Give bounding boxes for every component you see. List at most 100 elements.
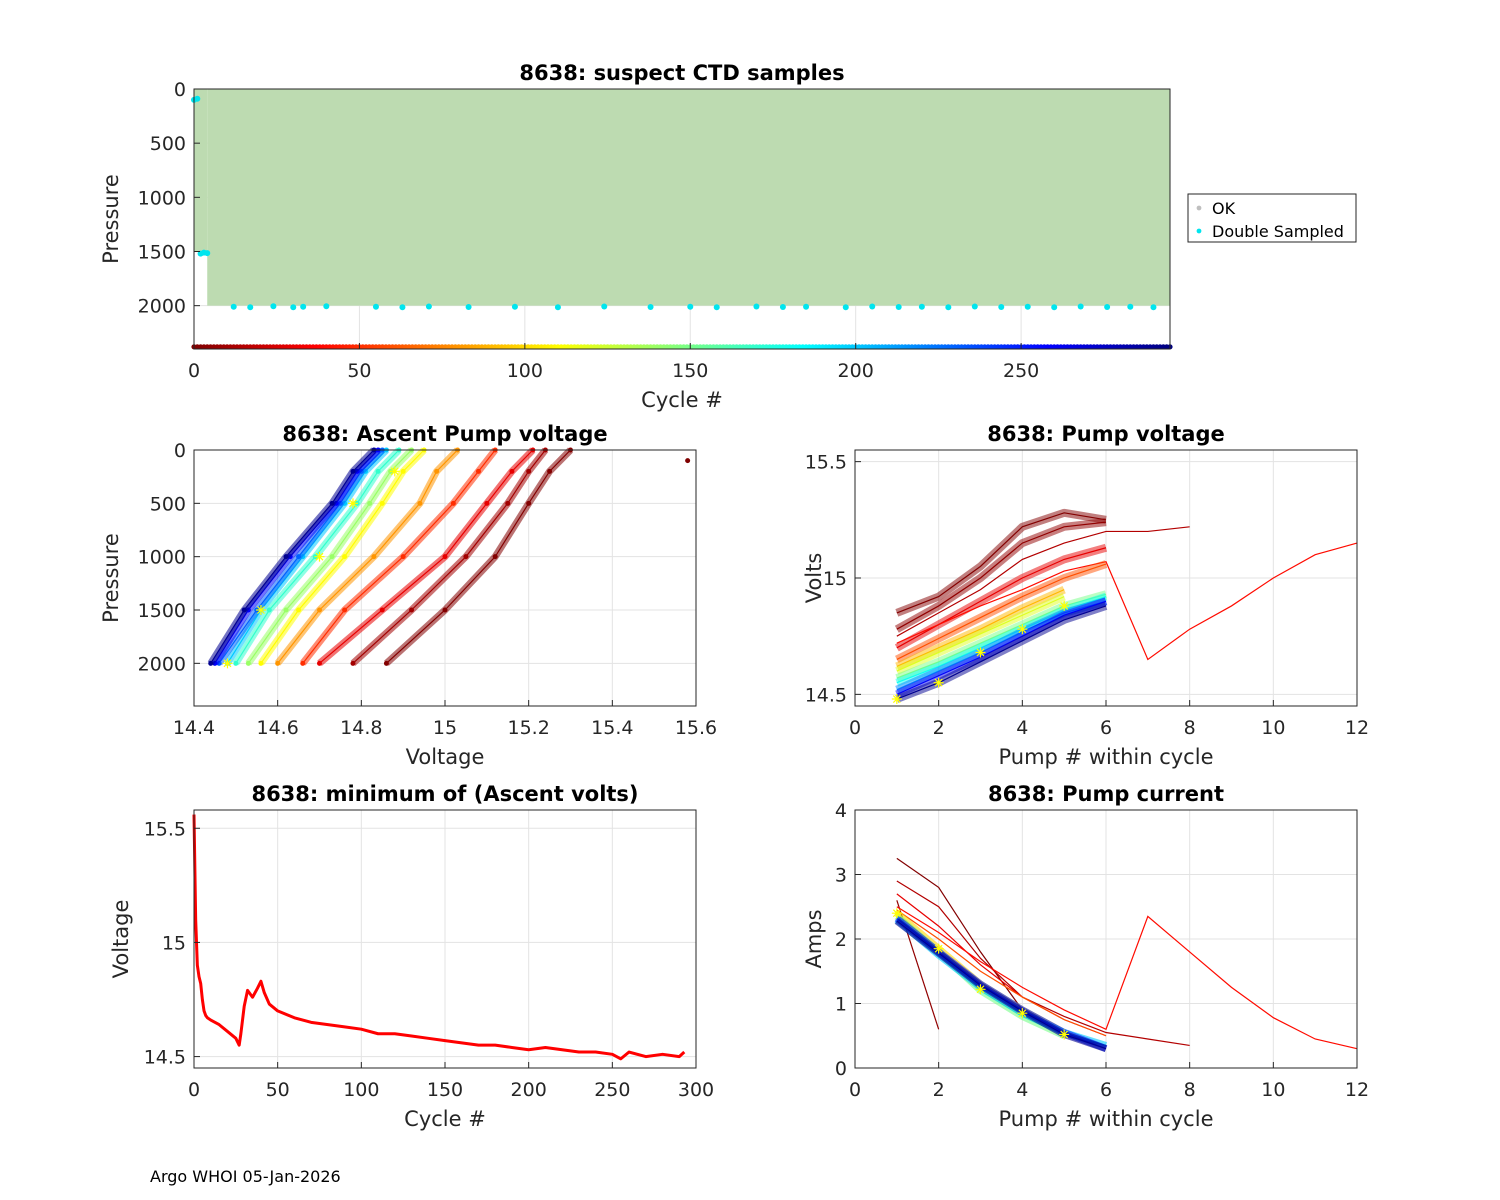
y-tick-label: 14.5 — [144, 1047, 186, 1069]
highlight-star — [933, 677, 944, 688]
pump-voltage-line — [896, 593, 1107, 679]
x-tick-label: 8 — [1184, 1079, 1196, 1101]
pump-current-line — [896, 909, 1107, 1037]
ascent-point — [526, 500, 532, 506]
y-tick-label: 1500 — [138, 242, 186, 264]
ascent-series-line — [352, 449, 546, 664]
ascent-point — [283, 607, 289, 613]
legend-box — [1187, 193, 1357, 243]
highlight-star — [222, 658, 233, 669]
double-sampled-point — [869, 303, 876, 310]
y-axis-label: Voltage — [109, 900, 133, 979]
x-tick-label: 2 — [933, 1079, 945, 1101]
double-sampled-point — [998, 303, 1005, 310]
double-sampled-point — [323, 303, 330, 310]
pump-voltage-line — [896, 526, 1190, 637]
chart-pumpv: 0 2 4 6 8 10 12 14.5 15 15.5 8638: Pump voltage Pum… — [802, 422, 1369, 769]
double-sampled-point — [425, 303, 432, 310]
plot-data — [891, 857, 1358, 1052]
double-sampled-point — [399, 304, 406, 311]
axes-frame — [854, 449, 1358, 707]
pump-voltage-line — [896, 512, 1107, 614]
pump-voltage-line — [896, 605, 1107, 700]
highlight-star — [1017, 1008, 1028, 1019]
x-tick-label: 50 — [347, 360, 371, 382]
x-tick-label: 14.8 — [340, 717, 382, 739]
pump-current-line — [896, 906, 1358, 1050]
y-tick-label: 15 — [823, 568, 847, 590]
axes-frame — [193, 88, 1171, 350]
ascent-point — [258, 660, 264, 666]
double-sampled-point — [230, 303, 237, 310]
x-tick-label: 12 — [1345, 1079, 1369, 1101]
ascent-point — [350, 468, 356, 474]
ascent-point — [379, 500, 385, 506]
y-tick-label: 2 — [835, 929, 847, 951]
legend-marker — [1196, 205, 1202, 211]
double-sampled-point — [1077, 303, 1084, 310]
ascent-point — [417, 500, 423, 506]
ascent-point — [509, 468, 515, 474]
x-tick-label: 0 — [849, 1079, 861, 1101]
y-tick-label: 15.5 — [805, 452, 847, 474]
pump-voltage-line — [896, 596, 1065, 672]
x-axis-label: Voltage — [406, 745, 485, 769]
x-axis-label: Pump # within cycle — [999, 745, 1214, 769]
double-sampled-point — [247, 304, 254, 311]
y-tick-label: 1000 — [138, 547, 186, 569]
ascent-point — [442, 607, 448, 613]
ascent-point — [283, 554, 289, 560]
double-sampled-point — [554, 304, 561, 311]
ascent-point — [434, 468, 440, 474]
x-tick-label: 100 — [343, 1079, 379, 1101]
y-tick-label: 500 — [150, 133, 186, 155]
y-tick-label: 2000 — [138, 296, 186, 318]
double-sampled-point — [779, 303, 786, 310]
x-tick-label: 10 — [1261, 717, 1285, 739]
ascent-point — [296, 554, 302, 560]
x-axis-label: Pump # within cycle — [999, 1107, 1214, 1131]
ascent-point — [484, 500, 490, 506]
double-sampled-point — [1104, 303, 1111, 310]
double-sampled-point — [687, 303, 694, 310]
plot-data — [207, 447, 691, 669]
y-tick-label: 14.5 — [805, 684, 847, 706]
highlight-star — [891, 908, 902, 919]
double-sampled-point — [803, 303, 810, 310]
y-axis-label: Amps — [802, 909, 826, 968]
double-sampled-point — [918, 303, 925, 310]
y-tick-label: 0 — [174, 79, 186, 101]
ascent-point — [329, 554, 335, 560]
chart-suspect: 0 50 100 150 200 250 0 500 1000 1500 2000 8638: sus… — [99, 61, 1173, 412]
chart-title: 8638: Pump voltage — [987, 422, 1225, 446]
x-tick-label: 150 — [672, 360, 708, 382]
chart-title: 8638: Pump current — [988, 782, 1224, 806]
double-sampled-point — [842, 304, 849, 311]
ascent-point — [371, 554, 377, 560]
y-tick-label: 3 — [835, 865, 847, 887]
x-tick-label: 6 — [1100, 717, 1112, 739]
ascent-point — [400, 554, 406, 560]
min-voltage-line — [192, 814, 686, 1061]
ascent-point — [400, 468, 406, 474]
footer-text: Argo WHOI 05-Jan-2026 — [150, 1167, 341, 1186]
pump-voltage-line — [896, 589, 1065, 667]
pump-voltage-line — [896, 542, 1358, 661]
ascent-series-line — [277, 449, 458, 664]
ascent-series-line — [302, 449, 496, 664]
legend-marker — [1196, 228, 1202, 234]
double-sampled-point — [511, 303, 518, 310]
ascent-point — [275, 660, 281, 666]
double-sampled-point — [194, 95, 201, 102]
highlight-star — [255, 605, 266, 615]
chart-title: 8638: minimum of (Ascent volts) — [251, 782, 638, 806]
double-sampled-point — [895, 303, 902, 310]
x-tick-label: 15.4 — [591, 717, 633, 739]
x-tick-label: 14.6 — [257, 717, 299, 739]
ascent-series-line — [260, 449, 425, 664]
ascent-point — [375, 468, 381, 474]
axes-frame — [193, 809, 697, 1069]
double-sampled-point — [300, 303, 307, 310]
ascent-point — [296, 607, 302, 613]
